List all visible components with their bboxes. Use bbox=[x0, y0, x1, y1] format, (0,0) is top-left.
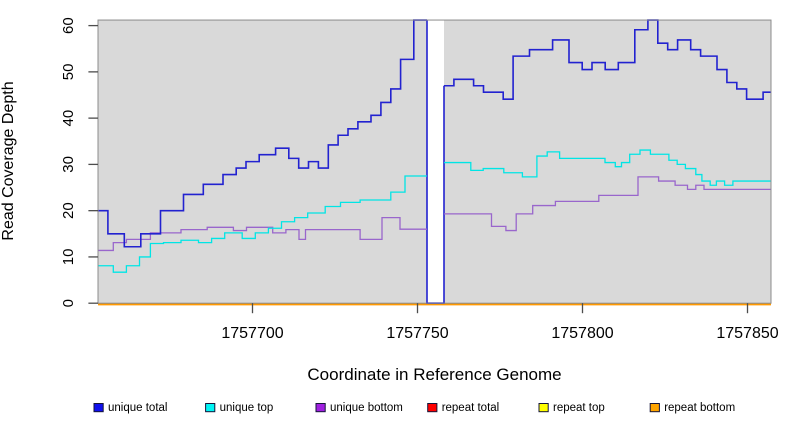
svg-text:repeat bottom: repeat bottom bbox=[664, 402, 735, 414]
svg-text:20: 20 bbox=[60, 202, 77, 219]
svg-text:10: 10 bbox=[60, 249, 77, 266]
svg-text:30: 30 bbox=[60, 156, 77, 173]
svg-text:unique total: unique total bbox=[108, 402, 167, 414]
svg-text:Coordinate in Reference Genome: Coordinate in Reference Genome bbox=[307, 365, 561, 384]
svg-text:1757750: 1757750 bbox=[386, 325, 448, 342]
svg-text:60: 60 bbox=[60, 17, 77, 34]
svg-text:repeat top: repeat top bbox=[553, 402, 605, 414]
svg-text:0: 0 bbox=[60, 299, 77, 307]
svg-text:unique bottom: unique bottom bbox=[330, 402, 403, 414]
svg-text:1757700: 1757700 bbox=[221, 325, 283, 342]
svg-text:1757850: 1757850 bbox=[716, 325, 778, 342]
svg-text:repeat total: repeat total bbox=[442, 402, 500, 414]
svg-text:40: 40 bbox=[60, 110, 77, 127]
svg-text:50: 50 bbox=[60, 64, 77, 81]
svg-text:Read Coverage Depth: Read Coverage Depth bbox=[0, 81, 17, 240]
svg-text:unique top: unique top bbox=[220, 402, 274, 414]
svg-text:1757800: 1757800 bbox=[551, 325, 613, 342]
